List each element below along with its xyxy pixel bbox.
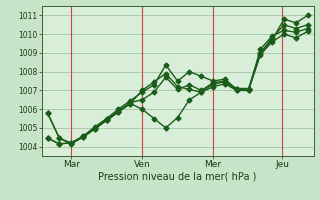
X-axis label: Pression niveau de la mer( hPa ): Pression niveau de la mer( hPa ) [99,172,257,182]
